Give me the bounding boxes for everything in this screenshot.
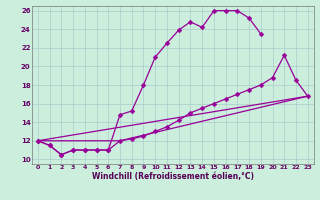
X-axis label: Windchill (Refroidissement éolien,°C): Windchill (Refroidissement éolien,°C): [92, 172, 254, 181]
